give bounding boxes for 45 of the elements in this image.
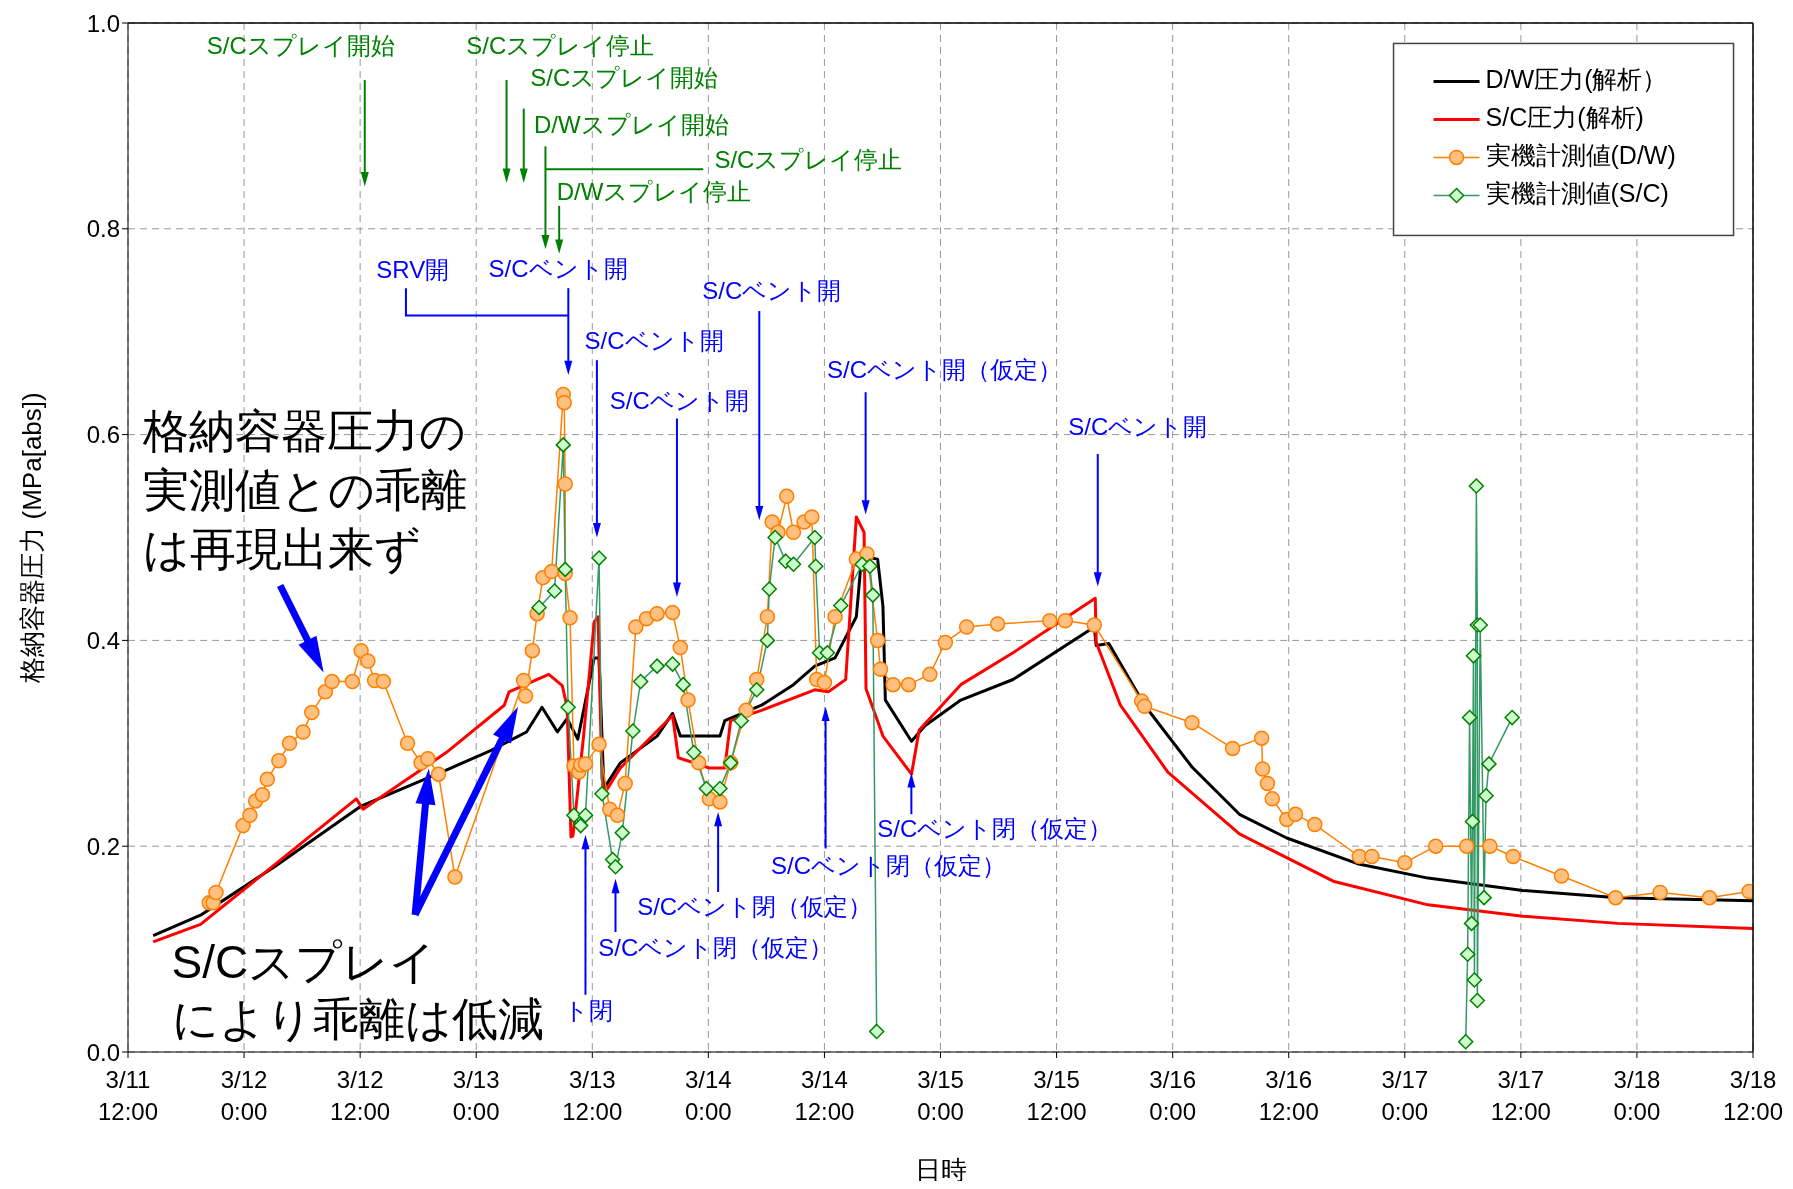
- legend-label: S/C圧力(解析): [1485, 103, 1644, 132]
- x-tick-label: 3/12 12:00: [330, 1066, 391, 1125]
- annotation: S/Cベント開: [584, 327, 724, 355]
- legend-label: D/W圧力(解析）: [1485, 65, 1668, 94]
- annotation: SRV開: [376, 256, 450, 284]
- x-tick-label: 3/15 0:00: [917, 1066, 964, 1125]
- x-tick-label: 3/15 12:00: [1026, 1066, 1087, 1125]
- legend-label: 実機計測値(S/C): [1485, 179, 1669, 208]
- y-axis-title: 格納容器圧力 (MPa[abs]): [17, 392, 48, 684]
- x-tick-label: 3/13 0:00: [452, 1066, 500, 1125]
- y-tick-label: 0.6: [86, 421, 120, 449]
- x-tick-label: 3/16 0:00: [1149, 1066, 1196, 1125]
- legend-label: 実機計測値(D/W): [1485, 141, 1676, 170]
- y-tick-label: 1.0: [86, 9, 120, 37]
- annotation: S/Cスプレイにより乖離は低減: [171, 936, 544, 1046]
- annotation: D/Wスプレイ開始: [533, 111, 729, 139]
- annotation: S/Cスプレイ停止: [466, 32, 655, 60]
- annotation: S/Cスプレイ開始: [206, 32, 395, 60]
- x-tick-label: 3/18 0:00: [1613, 1066, 1661, 1125]
- y-tick-label: 0.2: [86, 832, 120, 860]
- x-tick-label: 3/17 0:00: [1381, 1066, 1429, 1125]
- x-tick-label: 3/14 12:00: [794, 1066, 855, 1125]
- y-tick-label: 0.4: [86, 626, 120, 654]
- annotation: S/Cベント閉（仮定）: [598, 934, 834, 962]
- annotation: S/Cベント開: [488, 255, 628, 283]
- x-tick-label: 3/14 0:00: [685, 1066, 732, 1125]
- annotation: 格納容器圧力の実測値との乖離は再現出来ず: [141, 404, 467, 576]
- x-tick-label: 3/16 12:00: [1258, 1066, 1319, 1125]
- y-tick-label: 0.0: [86, 1038, 120, 1066]
- x-tick-label: 3/11 12:00: [97, 1066, 159, 1125]
- annotation: S/Cベント閉（仮定）: [637, 893, 873, 921]
- x-tick-label: 3/17 12:00: [1490, 1066, 1551, 1125]
- x-tick-label: 3/13 12:00: [562, 1066, 623, 1125]
- x-tick-label: 3/12 0:00: [220, 1066, 268, 1125]
- annotation: S/Cベント開: [1068, 413, 1208, 441]
- annotation: S/Cスプレイ停止: [714, 146, 903, 174]
- annotation: S/Cベント開（仮定）: [827, 355, 1063, 383]
- annotation: S/Cスプレイ開始: [530, 64, 719, 92]
- annotation: S/Cベント閉（仮定）: [877, 815, 1113, 843]
- y-tick-label: 0.8: [86, 215, 120, 243]
- x-tick-label: 3/18 12:00: [1722, 1066, 1784, 1125]
- annotation: D/Wスプレイ停止: [556, 178, 752, 206]
- annotation: S/Cベント開: [609, 386, 749, 414]
- annotation: ト閉: [564, 997, 614, 1025]
- annotation: S/Cベント開: [702, 277, 842, 305]
